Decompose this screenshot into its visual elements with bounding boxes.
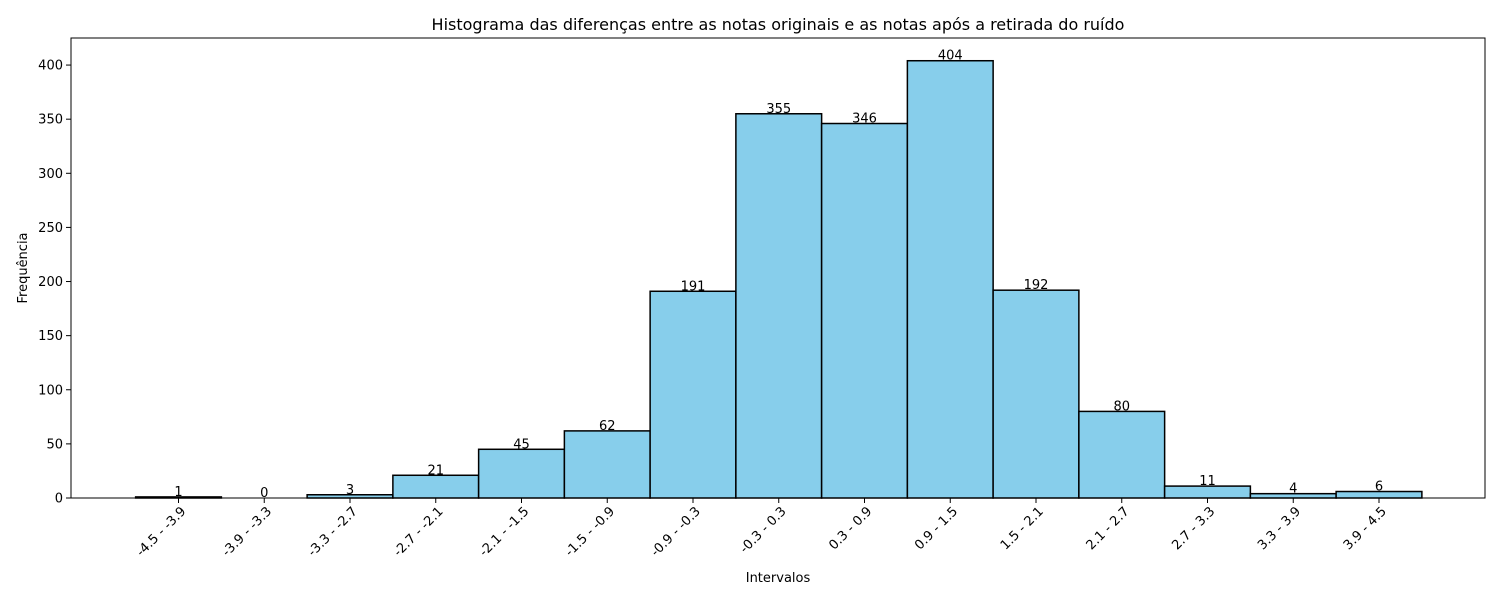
- y-axis-ticks: 0 50 100 150 200 250 300 350 400: [38, 59, 71, 507]
- x-axis-label: Intervalos: [746, 571, 811, 586]
- y-tick-label: 200: [38, 275, 63, 290]
- bar-value-label: 1: [174, 485, 182, 500]
- bar-value-label: 6: [1375, 480, 1383, 495]
- bar-value-label: 80: [1113, 399, 1130, 414]
- histogram-bar: [992, 289, 1080, 499]
- y-axis-label: Frequência: [16, 232, 31, 303]
- y-tick-label: 400: [38, 59, 63, 74]
- histogram-bar: [820, 122, 909, 499]
- bar-value-label: 404: [938, 49, 963, 64]
- chart-title: Histograma das diferenças entre as notas…: [432, 15, 1125, 34]
- plot-frame: [70, 37, 1486, 499]
- y-tick-label: 250: [38, 221, 63, 236]
- y-tick-label: 0: [55, 492, 63, 507]
- y-tick-label: 50: [46, 437, 63, 452]
- histogram-bar: [735, 113, 823, 499]
- y-tick-label: 150: [38, 329, 63, 344]
- bar-value-label: 192: [1024, 278, 1049, 293]
- y-tick-label: 350: [38, 113, 63, 128]
- y-tick-label: 300: [38, 167, 63, 182]
- bar-value-label: 346: [852, 112, 877, 127]
- bars-group: [134, 59, 1423, 499]
- histogram-bar: [392, 474, 480, 499]
- y-tick-label: 100: [38, 383, 63, 398]
- data-labels-group: 1 0 3 21 45 62 191 355 346 404 192 80 11 4 6: [174, 49, 1383, 501]
- histogram-bar: [906, 59, 994, 499]
- bar-value-label: 3: [346, 483, 354, 498]
- bar-value-label: 4: [1289, 482, 1297, 497]
- bar-value-label: 355: [766, 102, 791, 117]
- bar-value-label: 62: [599, 419, 616, 434]
- bar-value-label: 45: [513, 437, 530, 452]
- histogram-bar: [649, 290, 737, 499]
- bar-value-label: 21: [427, 463, 444, 478]
- bar-value-label: 0: [260, 486, 268, 501]
- histogram-bar: [477, 448, 566, 499]
- bar-value-label: 191: [681, 279, 706, 294]
- bar-value-label: 11: [1199, 474, 1216, 489]
- histogram-bar: [1078, 410, 1166, 499]
- histogram-bar: [563, 430, 651, 499]
